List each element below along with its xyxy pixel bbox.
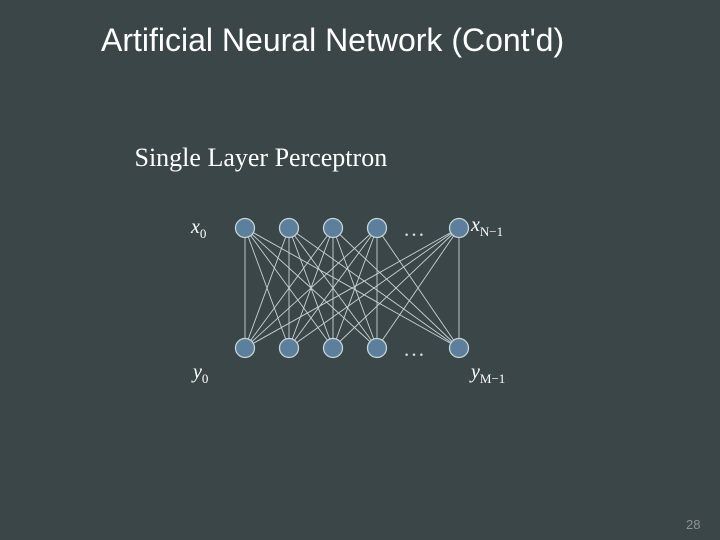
label-y0: y0 [193,361,208,387]
output-node [450,339,469,358]
label-x0: x0 [191,216,206,242]
label-xN: xN−1 [471,214,503,240]
output-node [324,339,343,358]
perceptron-diagram: x0 xN−1 y0 yM−1 … … [203,210,503,380]
input-node [324,219,343,238]
input-node [236,219,255,238]
output-node [368,339,387,358]
input-node [368,219,387,238]
input-node [280,219,299,238]
ellipsis-top: … [403,216,427,242]
slide-number: 28 [686,517,700,532]
slide-title: Artificial Neural Network (Cont'd) [101,22,564,59]
input-node [450,219,469,238]
label-yM: yM−1 [471,361,505,387]
slide-subtitle: Single Layer Perceptron [128,143,387,173]
perceptron-svg [203,210,503,380]
ellipsis-bottom: … [403,336,427,362]
output-node [280,339,299,358]
output-node [236,339,255,358]
